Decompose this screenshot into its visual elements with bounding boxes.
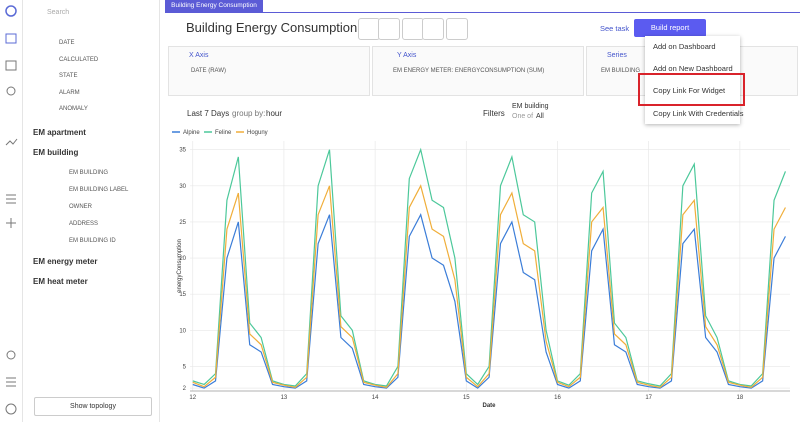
menu-item[interactable]: Copy Link With Credentials xyxy=(653,109,744,118)
field-item[interactable]: DATE xyxy=(59,40,75,46)
copy-button[interactable] xyxy=(378,18,400,40)
field-item[interactable]: EM BUILDING xyxy=(69,170,109,176)
field-item[interactable]: CALCULATED xyxy=(59,56,99,63)
panel-title: Y Axis xyxy=(397,52,417,59)
y-tick-label: 10 xyxy=(179,328,186,334)
series-line xyxy=(192,184,786,389)
field-item[interactable]: ALARM xyxy=(59,89,80,96)
y-tick-label: 20 xyxy=(179,256,186,262)
group-header[interactable]: EM energy meter xyxy=(33,257,98,266)
group-by-label: group by: xyxy=(232,109,266,118)
panel-field: EM BUILDING xyxy=(601,68,641,74)
tab-underline xyxy=(165,12,800,13)
x-axis-panel[interactable]: X Axis DATE (RAW) xyxy=(168,46,370,96)
group-by-value[interactable]: hour xyxy=(266,109,283,118)
see-task-link[interactable]: See task xyxy=(600,24,630,33)
field-item[interactable]: ANOMALY xyxy=(59,106,88,112)
x-axis-title: Date xyxy=(482,403,496,409)
legend-label: Hoguny xyxy=(247,130,268,136)
x-tick-label: 16 xyxy=(554,395,561,401)
y-axis-title: energyConsumption xyxy=(177,239,183,293)
panel-field: DATE (RAW) xyxy=(191,68,226,74)
menu-item[interactable]: Copy Link For Widget xyxy=(653,86,726,95)
legend-label: Feline xyxy=(215,130,232,136)
group-header[interactable]: EM building xyxy=(33,148,79,157)
y-axis-panel[interactable]: Y Axis EM ENERGY METER: ENERGYCONSUMPTIO… xyxy=(372,46,584,96)
y-tick-label: 2 xyxy=(183,386,187,392)
favorite-button[interactable] xyxy=(446,18,468,40)
build-report-button[interactable]: Build report xyxy=(634,19,706,37)
x-tick-label: 14 xyxy=(372,395,379,401)
y-tick-label: 25 xyxy=(179,220,186,226)
series-line xyxy=(192,213,786,389)
filter-name: EM building xyxy=(512,103,549,110)
y-tick-label: 15 xyxy=(179,292,186,298)
search-input[interactable]: Search xyxy=(47,9,70,16)
x-tick-label: 15 xyxy=(463,395,470,401)
share-menu: Add on Dashboard Add on New Dashboard Co… xyxy=(645,36,744,124)
y-tick-label: 35 xyxy=(179,148,186,154)
filters-button[interactable]: Filters xyxy=(483,109,505,118)
field-item[interactable]: EM BUILDING LABEL xyxy=(69,187,129,193)
panel-field: EM ENERGY METER: ENERGYCONSUMPTION (SUM) xyxy=(393,68,545,74)
field-item[interactable]: STATE xyxy=(59,73,78,79)
field-item[interactable]: EM BUILDING ID xyxy=(69,238,116,244)
highlight-box xyxy=(638,73,745,106)
group-header[interactable]: EM apartment xyxy=(33,128,86,137)
topology-button[interactable]: Show topology xyxy=(34,397,152,416)
field-item[interactable]: ADDRESS xyxy=(69,221,99,227)
series-line xyxy=(192,147,786,387)
y-tick-label: 30 xyxy=(179,184,186,190)
x-tick-label: 13 xyxy=(281,395,288,401)
legend-label: Alpine xyxy=(183,130,200,136)
panel-title: Series xyxy=(607,52,627,59)
panel-title: X Axis xyxy=(189,52,209,59)
field-item[interactable]: OWNER xyxy=(69,204,92,210)
icon-rail xyxy=(0,0,23,422)
group-header[interactable]: EM heat meter xyxy=(33,277,88,286)
date-range[interactable]: Last 7 Days xyxy=(187,109,230,118)
tree-panel: Search DATE CALCULATED STATE ALARM ANOMALY EM… xyxy=(22,0,160,422)
x-tick-label: 17 xyxy=(645,395,652,401)
y-tick-label: 5 xyxy=(183,364,187,370)
x-tick-label: 12 xyxy=(189,395,196,401)
menu-item[interactable]: Add on Dashboard xyxy=(653,42,716,51)
tab[interactable]: Building Energy Consumption xyxy=(165,0,263,12)
menu-item[interactable]: Add on New Dashboard xyxy=(653,64,733,73)
filter-op: One of xyxy=(512,113,534,120)
filter-value[interactable]: All xyxy=(536,113,544,120)
delete-button[interactable] xyxy=(422,18,444,40)
rail-icons xyxy=(5,5,18,415)
widget-title: Building Energy Consumption xyxy=(186,20,358,35)
x-tick-label: 18 xyxy=(737,395,744,401)
